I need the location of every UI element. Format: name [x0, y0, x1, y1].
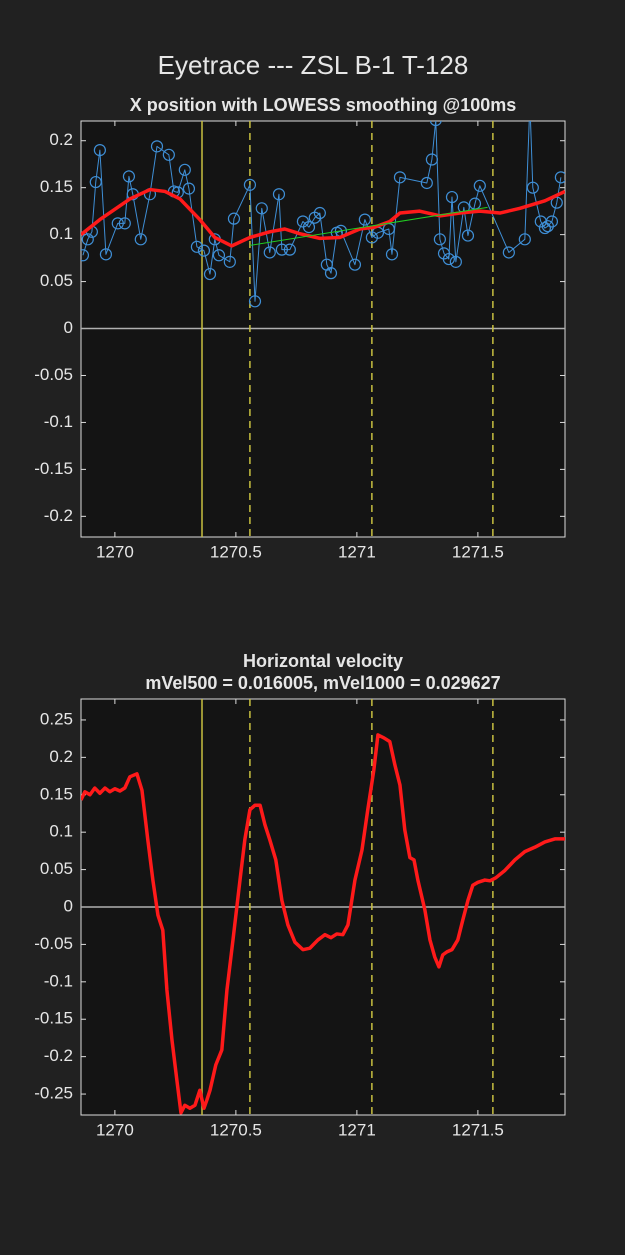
x-tick-label: 1271: [338, 1120, 376, 1139]
data-point: [212, 249, 226, 262]
y-tick-label: 0.2: [49, 747, 73, 766]
data-point: [461, 229, 475, 242]
data-point: [283, 243, 296, 256]
series-line: [82, 121, 562, 302]
figure-title: Eyetrace --- ZSL B-1 T-128: [158, 50, 469, 80]
data-point: [81, 249, 90, 262]
data-point: [518, 233, 531, 246]
y-tick-label: 0.05: [40, 271, 73, 290]
data-point: [81, 233, 94, 246]
data-point: [197, 244, 211, 257]
data-point: [473, 179, 486, 192]
data-point: [223, 255, 236, 268]
data-point: [420, 176, 433, 190]
y-tick-label: 0.1: [49, 224, 73, 243]
y-tick-label: 0: [64, 896, 73, 915]
x-tick-label: 1271.5: [452, 1120, 504, 1139]
data-point: [227, 212, 241, 225]
data-point: [122, 170, 136, 183]
chart-subtitle: mVel500 = 0.016005, mVel1000 = 0.029627: [145, 673, 500, 693]
x-tick-label: 1270: [96, 542, 134, 561]
chart-title: Horizontal velocity: [243, 651, 403, 671]
y-tick-label: 0.15: [40, 177, 73, 196]
y-tick-label: 0: [64, 318, 73, 337]
y-tick-label: 0.1: [49, 822, 73, 841]
data-point: [385, 248, 399, 261]
data-point: [541, 220, 554, 233]
y-tick-label: -0.1: [44, 971, 73, 990]
data-point: [190, 240, 204, 253]
y-tick-label: -0.15: [34, 459, 73, 478]
y-tick-label: -0.25: [34, 1084, 73, 1103]
data-point: [275, 243, 288, 256]
data-point: [313, 206, 326, 220]
y-tick-label: -0.2: [44, 506, 73, 525]
y-tick-label: -0.1: [44, 412, 73, 431]
series-line: [81, 733, 565, 1115]
y-tick-label: -0.05: [34, 934, 73, 953]
data-point: [272, 188, 286, 201]
data-point: [429, 121, 442, 127]
x-tick-label: 1271.5: [452, 542, 504, 561]
data-point: [302, 221, 316, 234]
y-tick-label: 0.2: [49, 130, 73, 149]
data-point: [118, 217, 131, 230]
data-point: [358, 213, 371, 226]
data-point: [442, 252, 455, 266]
data-point: [93, 144, 106, 157]
data-point: [526, 181, 539, 194]
data-point: [538, 221, 552, 235]
plot-content: [81, 699, 565, 1115]
data-point: [178, 163, 191, 176]
data-point: [182, 182, 196, 195]
plot-content: [81, 98, 565, 537]
y-tick-label: 0.15: [40, 784, 73, 803]
data-point: [248, 295, 262, 308]
data-point: [150, 140, 164, 153]
data-point: [545, 215, 559, 228]
data-point: [263, 246, 276, 259]
y-tick-label: -0.05: [34, 365, 73, 384]
x-tick-label: 1270.5: [210, 1120, 262, 1139]
data-point: [554, 171, 565, 184]
data-point: [99, 248, 113, 261]
x-tick-label: 1270: [96, 1120, 134, 1139]
y-tick-label: -0.2: [44, 1046, 73, 1065]
data-point: [365, 231, 378, 244]
data-point: [89, 175, 102, 189]
data-point: [449, 255, 462, 268]
data-point: [203, 267, 217, 281]
data-point: [324, 267, 338, 280]
series-line: [81, 187, 565, 248]
data-point: [393, 171, 407, 184]
data-point: [134, 233, 147, 246]
data-point: [502, 246, 515, 259]
data-point: [524, 98, 535, 109]
x-tick-label: 1271: [338, 542, 376, 561]
data-point: [425, 153, 438, 166]
y-tick-label: 0.25: [40, 709, 73, 728]
data-point: [348, 258, 362, 271]
data-point: [243, 178, 257, 191]
data-point: [162, 148, 175, 161]
data-point: [111, 217, 124, 230]
x-tick-label: 1270.5: [210, 542, 262, 561]
data-point: [255, 202, 268, 215]
data-point: [445, 190, 459, 204]
data-point: [433, 233, 446, 246]
chart-title: X position with LOWESS smoothing @100ms: [130, 95, 517, 115]
series-line: [249, 206, 488, 246]
y-tick-label: -0.15: [34, 1009, 73, 1028]
y-tick-label: 0.05: [40, 859, 73, 878]
